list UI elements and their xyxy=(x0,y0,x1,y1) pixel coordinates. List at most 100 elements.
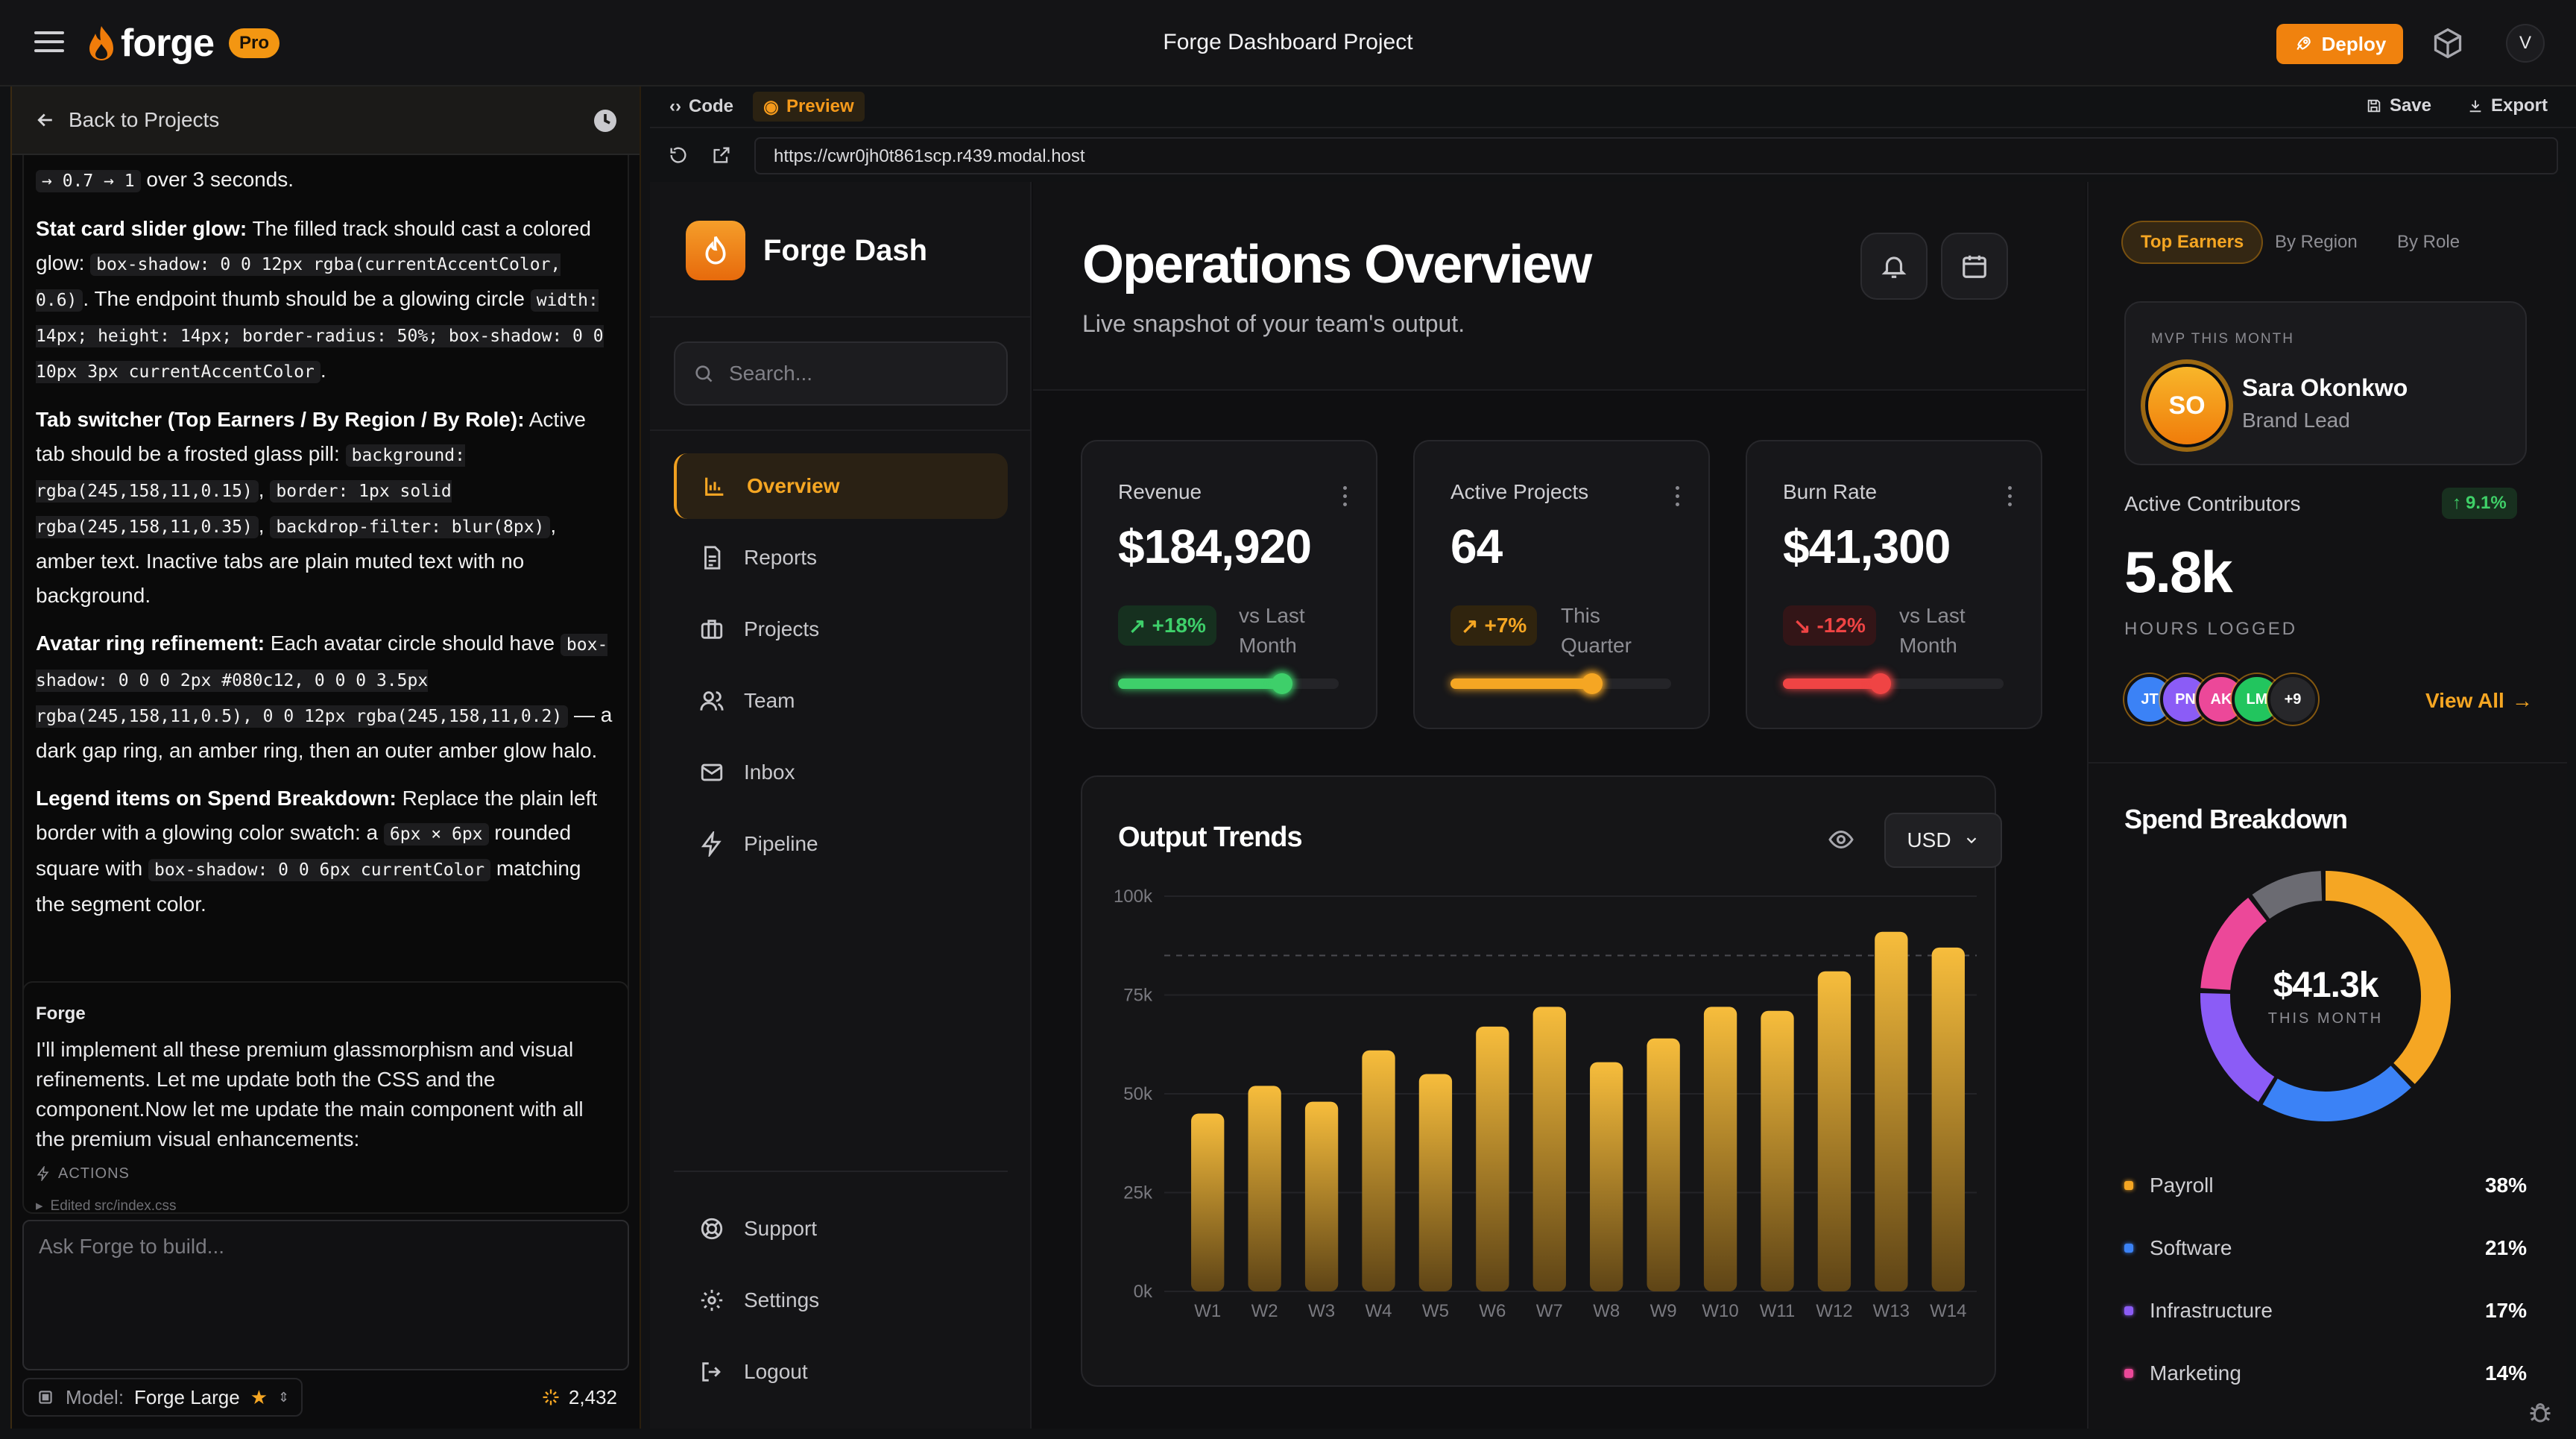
stat-card-revenue: Revenue $184,920 ↗ +18% vs Last Month xyxy=(1081,440,1377,729)
more-vertical-icon[interactable] xyxy=(2008,486,2014,508)
stat-label: Active Projects xyxy=(1450,480,1589,503)
tab-by-role[interactable]: By Role xyxy=(2397,232,2460,252)
code-snippet: backdrop-filter: blur(8px) xyxy=(270,516,551,538)
trend-down-icon: ↘ xyxy=(1793,614,1811,637)
legend-swatch xyxy=(2124,1244,2133,1253)
paragraph-heading: Avatar ring refinement: xyxy=(36,632,265,655)
bar-w10[interactable] xyxy=(1703,1007,1737,1291)
bar-w13[interactable] xyxy=(1875,931,1908,1291)
search-input[interactable]: Search... xyxy=(674,341,1008,406)
view-all-label: View All xyxy=(2425,689,2504,712)
eye-icon[interactable] xyxy=(1828,826,1854,853)
nav-overview[interactable]: Overview xyxy=(674,453,1008,519)
x-tick-label: W14 xyxy=(1930,1301,1966,1321)
text: rounded square with xyxy=(36,821,572,880)
bar-w14[interactable] xyxy=(1931,947,1965,1291)
url-bar[interactable]: https://cwr0jh0t861scp.r439.modal.host xyxy=(754,137,2558,174)
star-icon: ★ xyxy=(250,1385,268,1408)
nav-projects[interactable]: Projects xyxy=(674,596,1008,662)
currency-select[interactable]: USD xyxy=(1884,813,2002,868)
app-sidebar: Forge Dash Search... Overview Reports Pr… xyxy=(650,182,1032,1429)
x-tick-label: W13 xyxy=(1873,1301,1910,1321)
stat-card-burn-rate: Burn Rate $41,300 ↘ -12% vs Last Month xyxy=(1746,440,2042,729)
text: , xyxy=(258,478,271,501)
spend-breakdown-title: Spend Breakdown xyxy=(2124,804,2348,834)
bar-w3[interactable] xyxy=(1304,1101,1339,1291)
bar-w9[interactable] xyxy=(1647,1038,1680,1291)
x-tick-label: W11 xyxy=(1760,1301,1796,1321)
credits: 2,432 xyxy=(540,1386,617,1409)
tab-preview[interactable]: ◉ Preview xyxy=(752,92,865,122)
avatar: AK xyxy=(2196,674,2247,725)
users-icon xyxy=(700,691,724,711)
bar-w8[interactable] xyxy=(1590,1062,1623,1291)
credits-value: 2,432 xyxy=(568,1385,617,1408)
refresh-icon[interactable] xyxy=(668,145,689,166)
action-item[interactable]: ▸ Edited src/index.css xyxy=(36,1191,616,1221)
flame-icon xyxy=(686,221,745,280)
nav-settings[interactable]: Settings xyxy=(674,1268,1008,1333)
menu-icon[interactable] xyxy=(34,31,64,55)
more-vertical-icon[interactable] xyxy=(1343,486,1349,508)
nav-logout[interactable]: Logout xyxy=(674,1339,1008,1405)
divider xyxy=(2089,762,2567,763)
notifications-button[interactable] xyxy=(1860,233,1928,300)
donut-slice-payroll[interactable] xyxy=(2200,871,2451,1121)
bar-w5[interactable] xyxy=(1418,1074,1453,1292)
bug-icon[interactable] xyxy=(2527,1399,2554,1426)
text: . The endpoint thumb should be a glowing… xyxy=(83,287,531,310)
mvp-card[interactable]: MVP THIS MONTH SO Sara Okonkwo Brand Lea… xyxy=(2124,301,2527,465)
project-title: Forge Dashboard Project xyxy=(1163,30,1413,54)
bar-w12[interactable] xyxy=(1817,971,1852,1291)
nav-label: Overview xyxy=(747,474,840,497)
nav-team[interactable]: Team xyxy=(674,668,1008,734)
nav-support[interactable]: Support xyxy=(674,1196,1008,1262)
user-avatar[interactable]: V xyxy=(2506,24,2545,63)
deploy-label: Deploy xyxy=(2321,32,2387,55)
bar-w1[interactable] xyxy=(1191,1113,1225,1292)
deploy-button[interactable]: Deploy xyxy=(2276,24,2403,64)
text: over 3 seconds. xyxy=(140,168,294,191)
assistant-reply: Forge I'll implement all these premium g… xyxy=(22,981,629,1214)
bar-w2[interactable] xyxy=(1248,1086,1281,1291)
tab-top-earners[interactable]: Top Earners xyxy=(2121,221,2264,264)
message-paragraph: Legend items on Spend Breakdown: Replace… xyxy=(36,781,616,922)
more-vertical-icon[interactable] xyxy=(1676,486,1682,508)
bar-w6[interactable] xyxy=(1476,1026,1509,1291)
nav-reports[interactable]: Reports xyxy=(674,525,1008,591)
save-button[interactable]: Save xyxy=(2366,95,2431,116)
donut-slice-infrastructure[interactable] xyxy=(2200,871,2451,1121)
bar-w7[interactable] xyxy=(1532,1007,1566,1291)
nav-inbox[interactable]: Inbox xyxy=(674,740,1008,805)
back-to-projects-link[interactable]: Back to Projects xyxy=(34,108,219,132)
avatar-stack[interactable]: JT PN AK LM +9 xyxy=(2124,674,2318,726)
tab-by-region[interactable]: By Region xyxy=(2275,232,2358,252)
model-row: Model: Forge Large ★ ⇕ 2,432 xyxy=(22,1376,629,1418)
external-link-icon[interactable] xyxy=(711,145,732,166)
donut-slice-software[interactable] xyxy=(2200,871,2451,1121)
tab-code[interactable]: ‹› Code xyxy=(659,92,744,122)
model-value: Forge Large xyxy=(134,1385,240,1408)
history-icon[interactable] xyxy=(592,107,619,134)
bar-w4[interactable] xyxy=(1362,1050,1395,1291)
bar-w11[interactable] xyxy=(1761,1010,1794,1291)
x-tick-label: W2 xyxy=(1251,1301,1278,1321)
forge-logo[interactable]: forge Pro xyxy=(86,19,280,67)
bolt-icon xyxy=(37,1166,49,1181)
contributors-label: Active Contributors xyxy=(2124,492,2301,515)
chat-panel: Back to Projects → 0.7 → 1 over 3 second… xyxy=(10,86,641,1429)
model-select[interactable]: Model: Forge Large ★ ⇕ xyxy=(22,1378,303,1417)
action-item-text: Edited src/index.css xyxy=(50,1198,177,1214)
cube-icon[interactable] xyxy=(2431,27,2464,60)
nav-label: Projects xyxy=(744,617,820,640)
view-all-link[interactable]: View All → xyxy=(2425,689,2533,713)
trend-up-icon: ↗ xyxy=(1461,614,1479,637)
calendar-button[interactable] xyxy=(1941,233,2008,300)
preview-toolbar: ‹› Code ◉ Preview Save Export xyxy=(650,86,2576,128)
export-button[interactable]: Export xyxy=(2467,95,2548,116)
prompt-input[interactable]: Ask Forge to build... xyxy=(22,1220,629,1370)
page-header: Operations Overview Live snapshot of you… xyxy=(1033,182,2086,391)
paragraph-heading: Tab switcher (Top Earners / By Region / … xyxy=(36,408,525,431)
brand[interactable]: Forge Dash xyxy=(686,221,927,280)
nav-pipeline[interactable]: Pipeline xyxy=(674,811,1008,877)
